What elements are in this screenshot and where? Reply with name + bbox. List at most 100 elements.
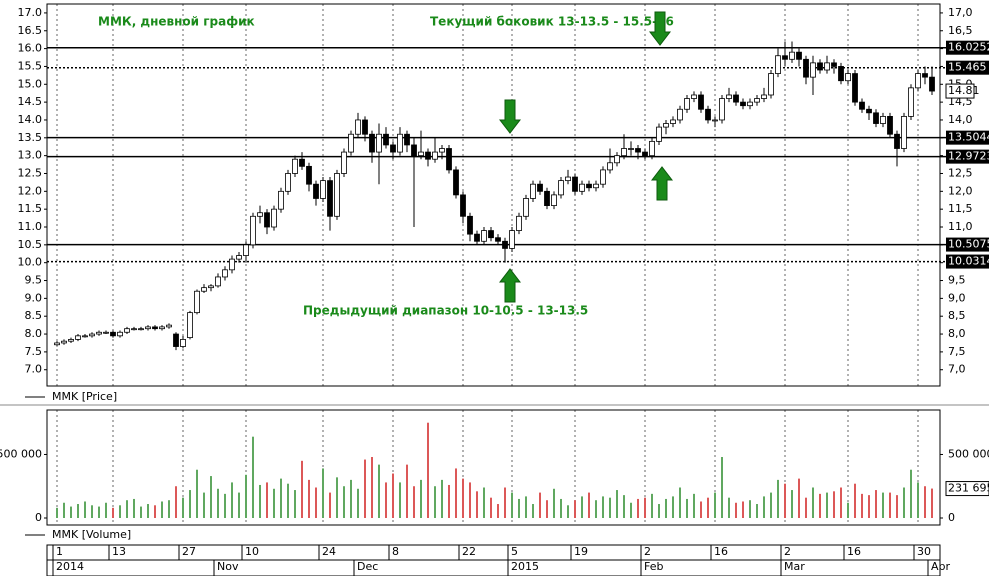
month-label: Dec <box>357 560 378 573</box>
candle-body <box>432 151 438 160</box>
candle-body <box>565 176 571 182</box>
y-tick-label: 9.0 <box>25 291 43 304</box>
candle-body <box>124 328 130 333</box>
x-tick-label: 13 <box>112 545 126 558</box>
level-label-box <box>946 254 989 269</box>
candle-body <box>873 112 879 124</box>
level-label: 16.0252 <box>948 41 989 54</box>
level-label: 13.5044 <box>948 131 989 144</box>
candle-body <box>551 194 557 206</box>
y-tick-label: 0 <box>35 511 42 524</box>
y-tick-label: 16.5 <box>18 24 43 37</box>
candle-body <box>600 169 606 185</box>
candle-body <box>376 133 382 153</box>
x-tick-label: 22 <box>462 545 476 558</box>
y2-tick-label: 7,0 <box>948 363 966 376</box>
candle-body <box>509 230 515 249</box>
candle-body <box>691 94 697 99</box>
candle-body <box>362 119 368 135</box>
candle-body <box>166 324 172 328</box>
candle-body <box>635 148 641 153</box>
candle-body <box>313 183 319 199</box>
candle-body <box>173 333 179 347</box>
last-volume-box <box>945 481 989 497</box>
arrow-up <box>650 166 674 201</box>
y-tick-label: 13.0 <box>18 149 43 162</box>
y2-tick-label: 11,5 <box>948 202 973 215</box>
candle-body <box>117 331 123 337</box>
candle-body <box>915 73 921 89</box>
candle-body <box>775 55 781 74</box>
candle-body <box>530 183 536 199</box>
candle-body <box>82 335 88 338</box>
candle-body <box>901 115 907 149</box>
candle-body <box>460 194 466 217</box>
candle-body <box>621 148 627 157</box>
candle-body <box>572 176 578 192</box>
level-label: 12.9723 <box>948 150 989 163</box>
candle-body <box>852 73 858 103</box>
candle-body <box>208 285 214 289</box>
candle-body <box>411 144 417 157</box>
candle-body <box>264 212 270 228</box>
candle-body <box>558 180 564 196</box>
candle-body <box>418 151 424 157</box>
candle-body <box>404 133 410 146</box>
candle-body <box>810 62 816 78</box>
candle-body <box>845 73 851 82</box>
candle-body <box>831 62 837 67</box>
candle-body <box>159 326 165 330</box>
candle-body <box>397 133 403 153</box>
candle-body <box>824 62 830 71</box>
candle-body <box>719 98 725 121</box>
candle-body <box>656 126 662 142</box>
y-tick-label: 8.5 <box>25 309 43 322</box>
candle-body <box>453 169 459 196</box>
level-label-box <box>946 237 989 252</box>
candle-body <box>789 51 795 60</box>
candle-body <box>355 119 361 135</box>
x-tick-label: 16 <box>847 545 861 558</box>
month-label: Apr <box>931 560 951 573</box>
y-tick-label: 9.5 <box>25 274 43 287</box>
candle-body <box>390 144 396 153</box>
y-tick-label: 10.5 <box>18 238 43 251</box>
candle-body <box>194 290 200 314</box>
candle-body <box>677 108 683 121</box>
level-label: 15.465 <box>948 61 987 74</box>
candle-body <box>495 237 501 242</box>
candle-body <box>768 73 774 96</box>
month-label: Feb <box>644 560 663 573</box>
candle-body <box>138 328 144 331</box>
candle-body <box>467 215 473 235</box>
y2-tick-label: 9,0 <box>948 291 966 304</box>
candle-body <box>131 328 137 331</box>
candle-body <box>103 331 109 334</box>
last-price-label: 14.81 <box>948 84 980 97</box>
candle-body <box>68 338 74 342</box>
candle-body <box>929 76 935 92</box>
candle-body <box>698 94 704 110</box>
x-tick-label: 24 <box>322 545 336 558</box>
y2-tick-label: 7,5 <box>948 345 966 358</box>
y-tick-label: 10.0 <box>18 256 43 269</box>
candle-body <box>747 101 753 107</box>
candle-body <box>726 94 732 99</box>
volume-panel <box>46 409 941 526</box>
candle-body <box>54 342 60 346</box>
candle-body <box>705 108 711 121</box>
candle-body <box>243 244 249 256</box>
y2-tick-label: 12,5 <box>948 166 973 179</box>
y2-tick-label: 11,0 <box>948 220 973 233</box>
y2-tick-label: 8,0 <box>948 327 966 340</box>
candle-body <box>61 340 67 344</box>
x-tick-label: 19 <box>574 545 588 558</box>
month-label: 2015 <box>511 560 539 573</box>
price-panel <box>46 3 941 387</box>
x-tick-label: 10 <box>245 545 259 558</box>
candle-body <box>586 183 592 189</box>
candle-body <box>642 151 648 157</box>
candle-body <box>222 269 228 278</box>
